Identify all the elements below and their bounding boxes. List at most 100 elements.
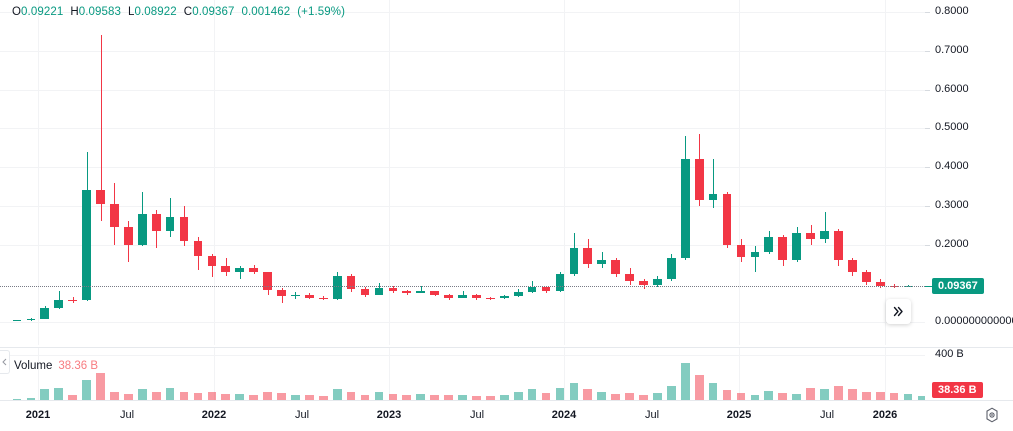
candle-body [137,213,147,245]
volume-bar [68,395,77,400]
volume-bar [249,394,258,400]
scroll-to-realtime-button[interactable] [886,299,911,324]
candle-body [179,217,189,241]
candle-body [778,236,788,260]
candle-body [26,318,36,321]
volume-bar [388,394,398,400]
price-gridline [0,50,925,52]
volume-bar [165,388,175,400]
price-axis-tickmark [925,50,930,52]
volume-bar [541,393,551,400]
volume-bar [360,394,370,400]
time-gridline [38,348,39,400]
ohlc-legend: O0.09221 H0.09583 L0.08922 C0.09367 0.001462… [12,6,345,18]
candle-wick [73,297,74,303]
candle-body [82,190,91,301]
time-gridline [214,348,215,400]
candle-body [527,287,537,292]
time-axis-label: Jul [119,409,135,421]
volume-bar [778,393,788,400]
volume-bar [486,396,495,400]
current-price-badge[interactable]: 0.09367 [932,277,984,294]
time-axis-label: 2021 [25,409,51,421]
volume-bar [54,387,64,400]
volume-bar [875,392,885,400]
price-axis-tickmark [925,244,930,246]
price-chart-pane[interactable] [0,0,925,345]
candle-body [736,244,746,257]
time-axis-label: 2026 [872,409,898,421]
price-axis-tick: 0.7000 [935,43,969,56]
volume-bar [527,389,537,400]
candle-body [249,267,258,273]
time-gridline [38,0,39,345]
price-axis-tick: 0.4000 [935,160,969,172]
ohlc-open-label: O [12,6,22,18]
price-axis[interactable]: 0.8000 0.7000 0.6000 0.5000 0.4000 0.3000 0.20… [925,0,1013,400]
candle-body [360,289,370,295]
time-gridline [885,348,886,400]
candle-body [346,275,356,290]
candle-body [513,291,523,297]
ohlc-close-label: C [183,6,193,18]
candle-body [764,236,774,253]
current-volume-badge[interactable]: 38.36 B [932,381,983,398]
volume-axis-tick: 400 B [935,348,964,360]
volume-bar [611,393,620,400]
price-axis-tick: 0.5000 [935,121,969,134]
volume-bar [221,394,231,400]
collapse-pane-button[interactable] [0,350,10,374]
volume-bar [151,392,161,400]
time-axis[interactable]: 2021 Jul 2022 Jul 2023 Jul 2024 Jul 2025 Jul 2026 [0,400,1013,431]
volume-bar [374,392,384,400]
candle-body [625,274,634,282]
time-axis-label: Jul [819,409,835,421]
volume-bar [903,394,913,400]
volume-legend-title: Volume [14,360,53,372]
ohlc-low-label: L [128,6,135,18]
candle-body [792,232,801,260]
candle-body [96,190,105,204]
volume-bar [820,389,829,400]
price-gridline [0,12,925,13]
candle-body [165,217,175,231]
time-axis-label: 2025 [726,409,752,421]
candle-body [653,279,662,286]
ohlc-open-value: 0.09221 [21,6,64,18]
candle-body [430,291,439,296]
price-axis-tick: 0.6000 [935,82,969,95]
realtime-target-button[interactable] [982,405,1002,425]
candle-wick [240,265,241,280]
pane-divider [0,347,1013,348]
candle-wick [463,291,464,298]
candle-body [291,294,300,297]
volume-bar [318,395,328,400]
volume-bar [834,385,843,400]
candle-body [820,230,829,239]
volume-bar [792,394,801,400]
volume-chart-pane[interactable] [0,348,925,400]
candle-body [708,194,718,200]
target-icon [986,407,998,423]
volume-bar [277,393,286,400]
candle-wick [532,281,533,293]
time-axis-label: 2022 [201,409,227,421]
time-gridline [739,348,740,400]
volume-bar [639,394,648,400]
volume-bar [82,380,91,400]
volume-bar [722,390,732,400]
candle-body [555,273,565,291]
candle-body [305,294,314,298]
volume-bar [472,395,481,400]
candle-body [416,291,426,293]
price-gridline [0,128,925,130]
candle-body [722,194,732,245]
price-axis-tickmark [925,167,930,168]
volume-bar [569,383,579,400]
candle-body [263,272,272,290]
time-gridline [739,0,740,345]
volume-bar [583,389,593,400]
volume-bar [346,392,356,400]
candle-body [597,260,607,264]
